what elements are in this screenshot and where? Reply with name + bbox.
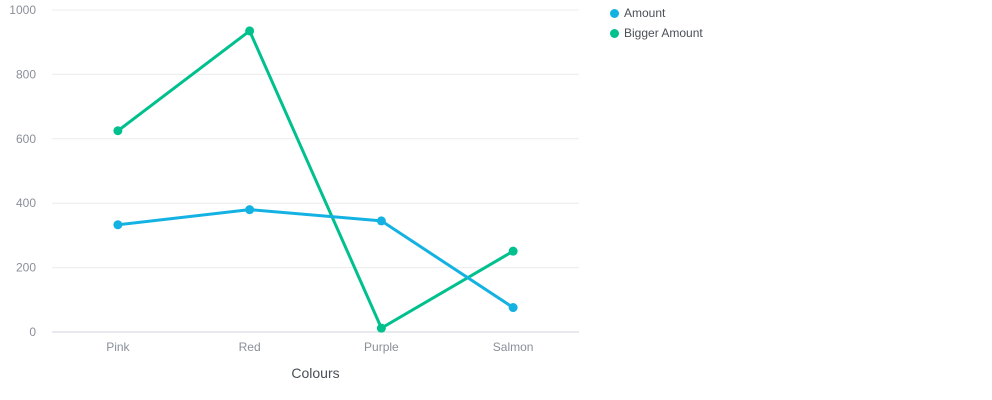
data-point[interactable] bbox=[376, 216, 386, 226]
data-point[interactable] bbox=[245, 205, 255, 215]
legend-label: Amount bbox=[624, 6, 666, 20]
data-point[interactable] bbox=[113, 126, 123, 136]
y-tick-label: 400 bbox=[16, 196, 36, 210]
grid-lines bbox=[52, 9, 579, 269]
x-tick-label: Purple bbox=[364, 340, 399, 354]
series-layer bbox=[113, 26, 518, 333]
y-tick-label: 600 bbox=[16, 132, 36, 146]
x-axis-title: Colours bbox=[291, 365, 339, 381]
line-chart: 0 200 400 600 800 1000 Pink Red Purple Salmon Co… bbox=[9, 3, 579, 381]
legend: Amount Bigger Amount bbox=[610, 3, 703, 43]
y-tick-labels: 0 200 400 600 800 1000 bbox=[9, 3, 36, 339]
legend-label: Bigger Amount bbox=[624, 26, 703, 40]
y-tick-label: 200 bbox=[16, 261, 36, 275]
x-tick-labels: Pink Red Purple Salmon bbox=[106, 340, 533, 354]
legend-item[interactable]: Bigger Amount bbox=[610, 23, 703, 43]
series-line bbox=[116, 29, 515, 330]
series-line bbox=[116, 208, 515, 309]
x-tick-label: Salmon bbox=[493, 340, 534, 354]
x-tick-label: Pink bbox=[106, 340, 130, 354]
data-point[interactable] bbox=[508, 246, 518, 256]
data-point[interactable] bbox=[113, 220, 123, 230]
y-tick-label: 0 bbox=[29, 325, 36, 339]
data-point[interactable] bbox=[245, 26, 255, 36]
y-tick-label: 800 bbox=[16, 67, 36, 81]
data-point[interactable] bbox=[376, 323, 386, 333]
x-tick-label: Red bbox=[239, 340, 261, 354]
data-point[interactable] bbox=[508, 303, 518, 313]
legend-item[interactable]: Amount bbox=[610, 3, 703, 23]
legend-swatch bbox=[610, 8, 619, 18]
legend-swatch bbox=[610, 28, 619, 38]
y-tick-label: 1000 bbox=[9, 3, 36, 17]
